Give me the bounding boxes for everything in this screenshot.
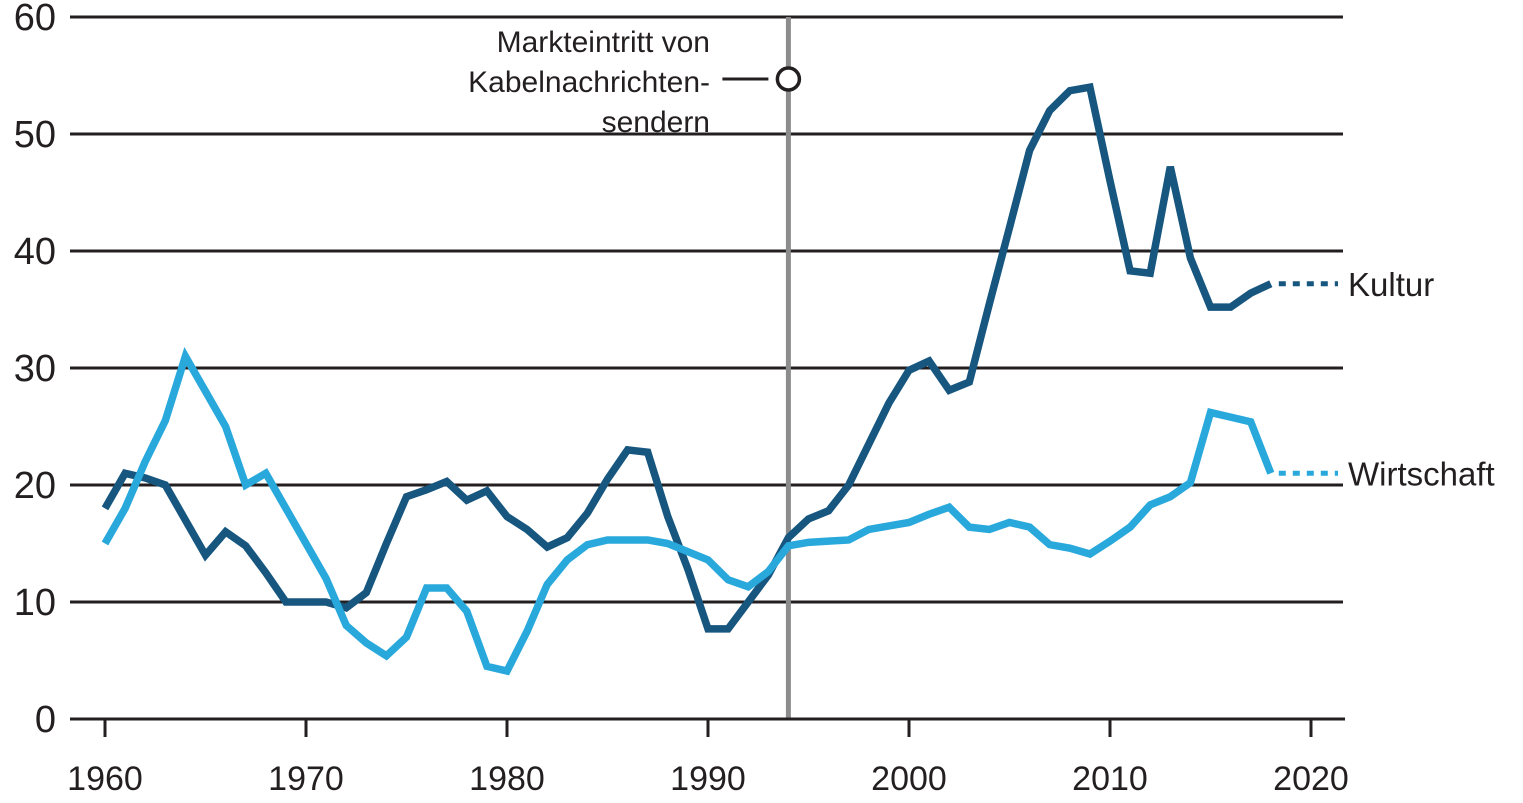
x-tick-label-2000: 2000 <box>871 760 947 798</box>
x-tick-label-1970: 1970 <box>268 760 344 798</box>
annotation-line-1: Markteintritt von <box>497 26 710 59</box>
series-line-wirtschaft <box>101 346 1275 676</box>
event-annotation: Markteintritt von Kabelnachrichten- send… <box>468 26 802 139</box>
gridlines <box>70 15 1343 604</box>
series-label-kultur: Kultur <box>1348 266 1434 303</box>
x-tick-label-1990: 1990 <box>670 760 746 798</box>
series-line-kultur <box>101 82 1273 633</box>
series-labels: Kultur Wirtschaft <box>1348 266 1495 493</box>
x-tick-label-2020: 2020 <box>1273 760 1349 798</box>
x-tick-label-1980: 1980 <box>469 760 545 798</box>
data-series <box>101 82 1275 676</box>
x-axis-labels: 1960 1970 1980 1990 2000 2010 2020 <box>67 760 1349 798</box>
y-tick-label-20: 20 <box>14 465 56 507</box>
y-axis-labels: 0 10 20 30 40 50 60 <box>14 0 56 741</box>
label-leader-lines <box>1278 281 1338 476</box>
x-tick-label-2010: 2010 <box>1072 760 1148 798</box>
y-tick-label-50: 50 <box>14 114 56 156</box>
y-tick-label-60: 60 <box>14 0 56 39</box>
y-tick-label-40: 40 <box>14 231 56 273</box>
x-tick-label-1960: 1960 <box>67 760 143 798</box>
annotation-line-3: sendern <box>602 106 710 139</box>
annotation-line-2: Kabelnachrichten- <box>468 66 710 99</box>
x-axis <box>70 717 1345 737</box>
y-tick-label-0: 0 <box>35 699 56 741</box>
y-tick-label-10: 10 <box>14 582 56 624</box>
series-label-wirtschaft: Wirtschaft <box>1348 455 1495 492</box>
event-marker-circle <box>775 66 802 92</box>
y-tick-label-30: 30 <box>14 348 56 390</box>
